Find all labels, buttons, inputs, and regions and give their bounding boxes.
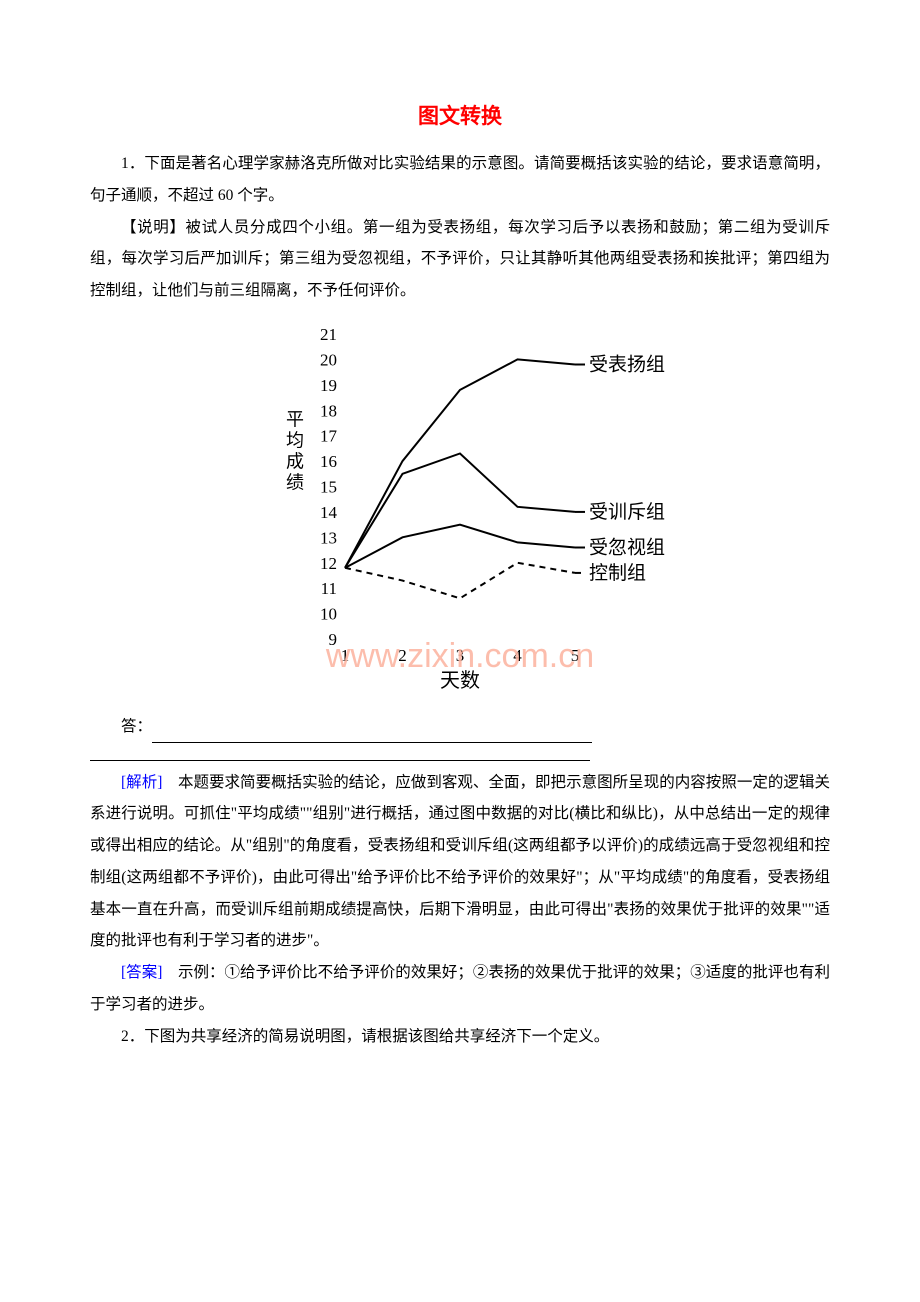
svg-text:受表扬组: 受表扬组	[589, 353, 665, 375]
svg-text:受训斥组: 受训斥组	[589, 501, 665, 523]
svg-text:绩: 绩	[286, 472, 304, 492]
svg-text:14: 14	[320, 503, 338, 522]
svg-text:成: 成	[286, 451, 304, 471]
answer-text: 示例：①给予评价比不给予评价的效果好；②表扬的效果优于批评的效果；③适度的批评也…	[90, 964, 830, 1013]
svg-text:21: 21	[320, 325, 337, 344]
line-chart: 9101112131415161718192021平均成绩12345天数www.…	[235, 319, 685, 694]
svg-text:控制组: 控制组	[589, 562, 646, 584]
svg-text:13: 13	[320, 528, 337, 547]
answer-blank-line-2	[90, 743, 830, 761]
chart-container: 9101112131415161718192021平均成绩12345天数www.…	[90, 319, 830, 699]
answer-blank-line-1: 答：	[90, 711, 830, 743]
answer-prefix: 答：	[121, 718, 152, 735]
blank-underline	[90, 760, 590, 761]
svg-text:15: 15	[320, 477, 337, 496]
svg-text:均: 均	[286, 430, 304, 450]
svg-text:10: 10	[320, 604, 337, 623]
svg-text:18: 18	[320, 401, 337, 420]
answer-label: [答案]	[121, 964, 178, 981]
q2-text: 2．下图为共享经济的简易说明图，请根据该图给共享经济下一个定义。	[90, 1021, 830, 1053]
svg-text:平: 平	[286, 409, 304, 429]
svg-text:19: 19	[320, 376, 337, 395]
q1-explanation: 【说明】被试人员分成四个小组。第一组为受表扬组，每次学习后予以表扬和鼓励；第二组…	[90, 212, 830, 307]
svg-text:www.zixin.com.cn: www.zixin.com.cn	[325, 637, 594, 675]
svg-text:20: 20	[320, 350, 337, 369]
q1-intro: 1．下面是著名心理学家赫洛克所做对比实验结果的示意图。请简要概括该实验的结论，要…	[90, 148, 830, 212]
svg-text:受忽视组: 受忽视组	[589, 536, 665, 558]
analysis-text: 本题要求简要概括实验的结论，应做到客观、全面，即把示意图所呈现的内容按照一定的逻…	[90, 774, 830, 950]
svg-text:12: 12	[320, 554, 337, 573]
q1-analysis: [解析] 本题要求简要概括实验的结论，应做到客观、全面，即把示意图所呈现的内容按…	[90, 767, 830, 958]
svg-text:16: 16	[320, 452, 337, 471]
page-title: 图文转换	[90, 100, 830, 130]
q1-answer: [答案] 示例：①给予评价比不给予评价的效果好；②表扬的效果优于批评的效果；③适…	[90, 957, 830, 1021]
svg-text:11: 11	[321, 579, 337, 598]
svg-text:17: 17	[320, 426, 338, 445]
analysis-label: [解析]	[121, 774, 178, 791]
